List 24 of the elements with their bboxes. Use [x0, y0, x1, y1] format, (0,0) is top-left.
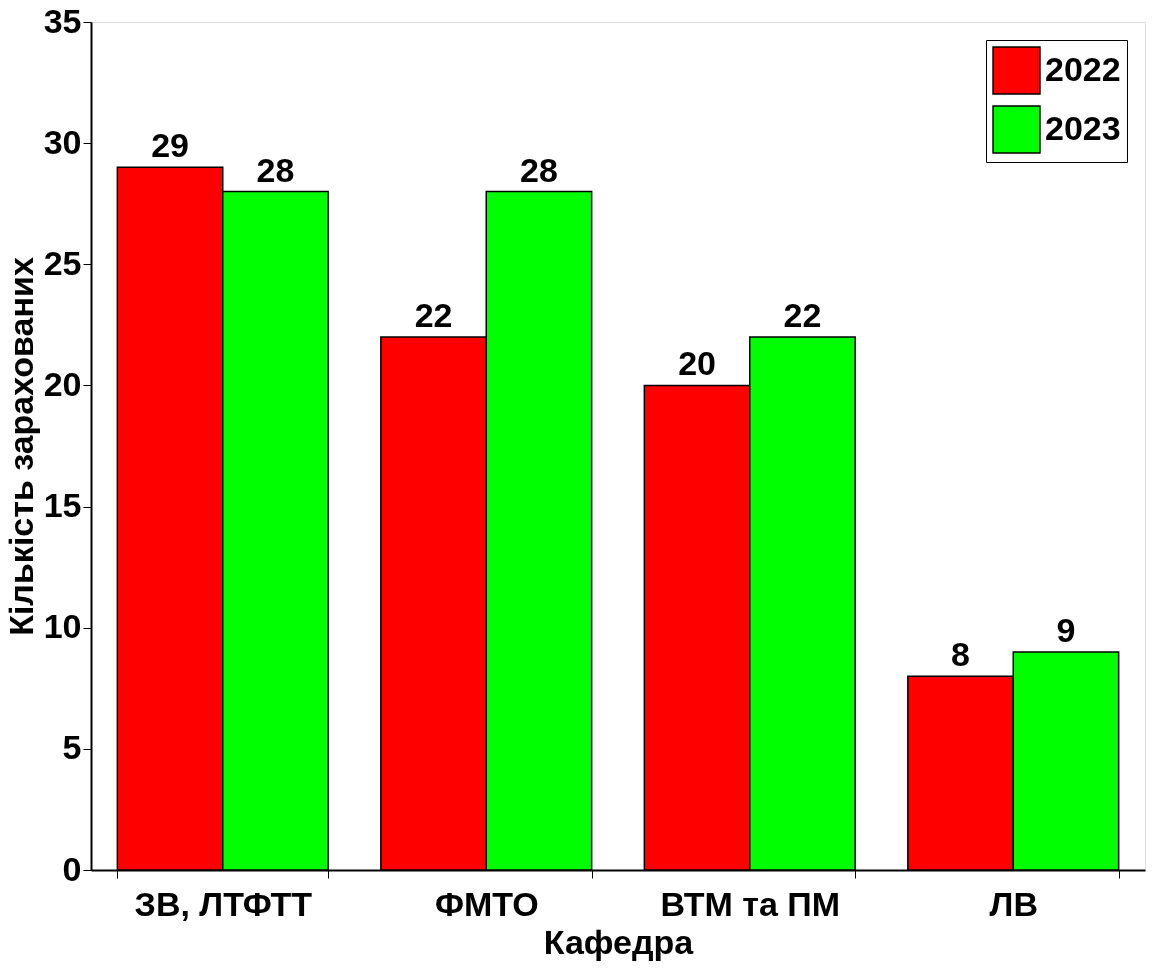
x-tick-label: ЛВ [989, 884, 1038, 923]
x-tick-label: ФМТО [434, 884, 539, 923]
x-tick-label: ВТМ та ПМ [660, 884, 841, 923]
y-tick-label: 30 [43, 122, 82, 161]
y-tick-label: 0 [62, 849, 82, 888]
y-tick-label: 10 [43, 607, 82, 646]
y-axis-title: Кількість зарахованих [1, 257, 40, 636]
data-label: 22 [783, 295, 822, 334]
y-tick-label: 25 [43, 243, 82, 282]
data-label: 20 [678, 344, 716, 383]
data-label: 8 [951, 635, 971, 674]
y-tick-label: 20 [43, 364, 82, 403]
legend-label: 2022 [1045, 49, 1121, 88]
y-tick-label: 5 [62, 728, 82, 767]
data-label: 28 [256, 150, 295, 189]
data-label: 28 [520, 150, 558, 189]
data-label: 9 [1056, 610, 1076, 649]
data-label: 22 [414, 295, 453, 334]
legend-label: 2023 [1045, 108, 1121, 147]
y-tick-label: 35 [43, 1, 82, 40]
x-tick-label: ЗВ, ЛТФТТ [134, 884, 313, 923]
x-axis-title: Кафедра [543, 922, 695, 961]
data-label: 29 [151, 126, 189, 165]
y-tick-label: 15 [43, 486, 82, 525]
